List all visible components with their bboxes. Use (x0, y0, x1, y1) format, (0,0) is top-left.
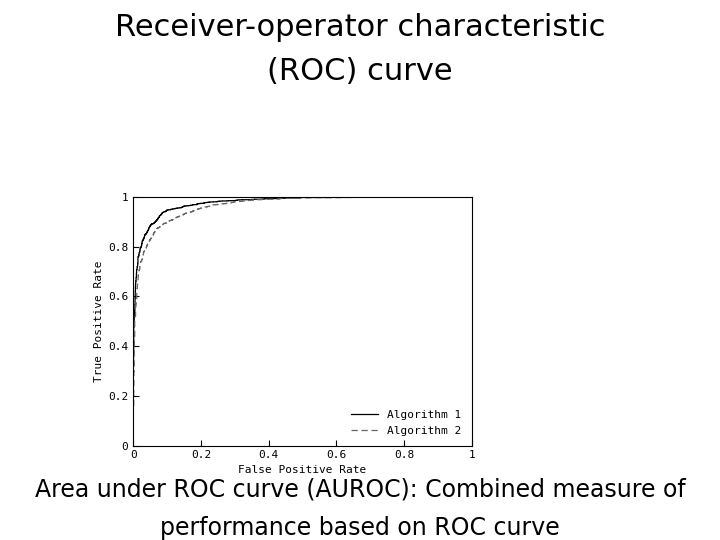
Algorithm 1 (129, 442, 138, 449)
Algorithm 2 (145, 239, 153, 245)
Algorithm 1 (344, 194, 353, 200)
Algorithm 2 (241, 198, 250, 204)
Text: Receiver-operator characteristic: Receiver-operator characteristic (114, 14, 606, 43)
Algorithm 2 (422, 194, 431, 200)
Text: (ROC) curve: (ROC) curve (267, 57, 453, 86)
Algorithm 1 (240, 197, 248, 203)
Legend: Algorithm 1, Algorithm 2: Algorithm 1, Algorithm 2 (346, 406, 466, 440)
Text: performance based on ROC curve: performance based on ROC curve (160, 516, 560, 539)
Text: Area under ROC curve (AUROC): Combined measure of: Area under ROC curve (AUROC): Combined m… (35, 478, 685, 502)
Algorithm 2 (129, 442, 138, 449)
Algorithm 1 (422, 194, 431, 200)
Algorithm 1 (273, 195, 282, 202)
Algorithm 2 (156, 224, 164, 231)
X-axis label: False Positive Rate: False Positive Rate (238, 464, 366, 475)
Algorithm 2 (467, 194, 476, 200)
Algorithm 2 (384, 194, 393, 200)
Algorithm 1 (150, 220, 158, 226)
Y-axis label: True Positive Rate: True Positive Rate (94, 261, 104, 382)
Line: Algorithm 1: Algorithm 1 (133, 197, 472, 446)
Algorithm 2 (274, 196, 282, 202)
Line: Algorithm 2: Algorithm 2 (133, 197, 472, 446)
Algorithm 1 (467, 194, 476, 200)
Algorithm 1 (140, 235, 148, 242)
Algorithm 2 (401, 194, 410, 200)
Algorithm 1 (401, 194, 410, 200)
